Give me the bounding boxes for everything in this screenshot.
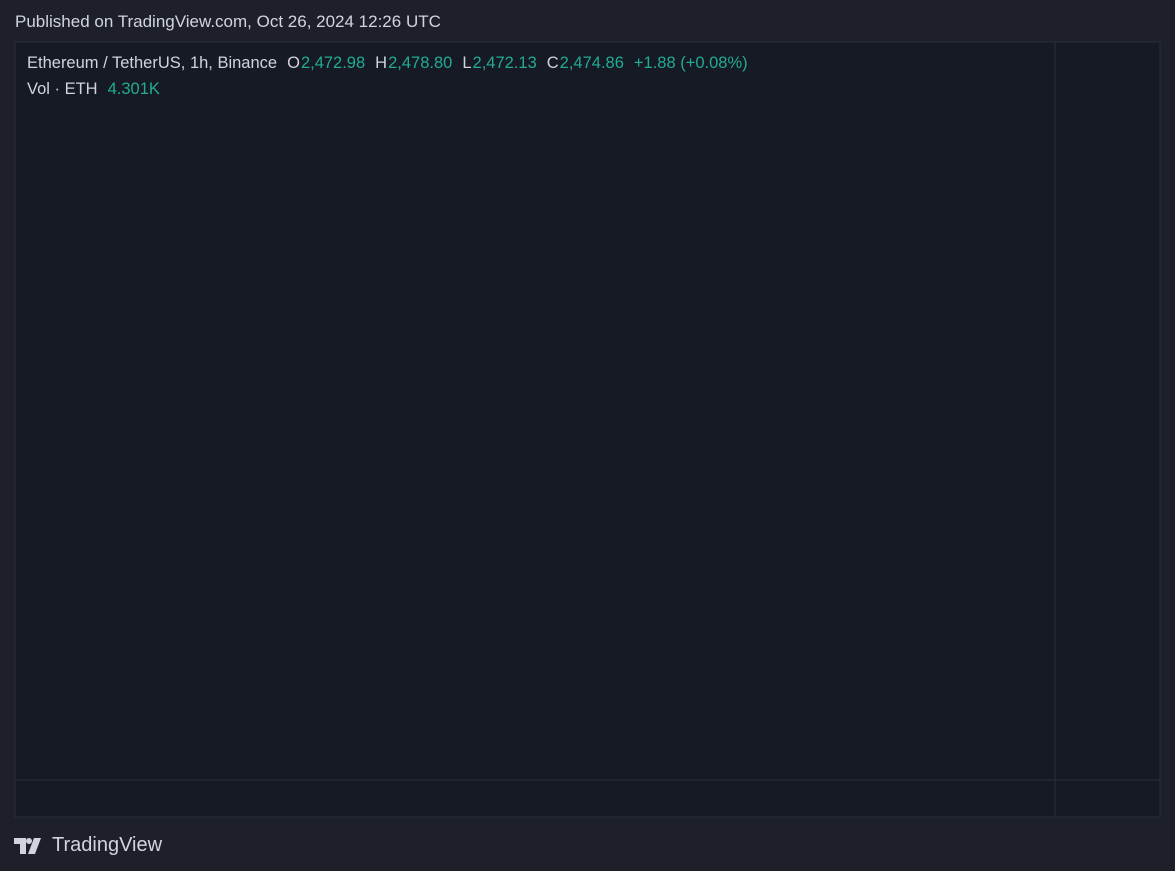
ohlc-values: O2,472.98 H2,478.80 L2,472.13 C2,474.86 xyxy=(287,54,624,73)
ohlc-value: 2,472.13 xyxy=(472,54,537,72)
published-note: Published on TradingView.com, Oct 26, 20… xyxy=(15,12,441,31)
volume-name: Vol · ETH xyxy=(27,80,98,98)
ohlc-item: C2,474.86 xyxy=(547,54,624,73)
volume-last: 4.301K xyxy=(107,80,160,98)
ohlc-item: H2,478.80 xyxy=(375,54,452,73)
ohlc-value: 2,478.80 xyxy=(388,54,453,72)
ohlc-value: 2,474.86 xyxy=(559,54,624,72)
ohlc-legend: Ethereum / TetherUS, 1h, Binance O2,472.… xyxy=(27,54,748,73)
ohlc-key: O xyxy=(287,54,300,72)
ohlc-value: 2,472.98 xyxy=(300,54,366,72)
chart-panel xyxy=(14,41,1161,818)
ohlc-key: C xyxy=(546,54,559,72)
symbol-title: Ethereum / TetherUS, 1h, Binance xyxy=(27,54,278,72)
logo xyxy=(14,837,41,854)
brand: TradingView xyxy=(52,834,163,856)
ohlc-item: O2,472.98 xyxy=(287,54,365,73)
footer: TradingView xyxy=(14,834,162,857)
change: +1.88 (+0.08%) xyxy=(633,54,748,72)
ohlc-key: L xyxy=(462,54,472,72)
ohlc-key: H xyxy=(375,54,388,72)
ohlc-item: L2,472.13 xyxy=(462,54,536,73)
volume-legend: Vol · ETH 4.301K xyxy=(27,80,160,99)
